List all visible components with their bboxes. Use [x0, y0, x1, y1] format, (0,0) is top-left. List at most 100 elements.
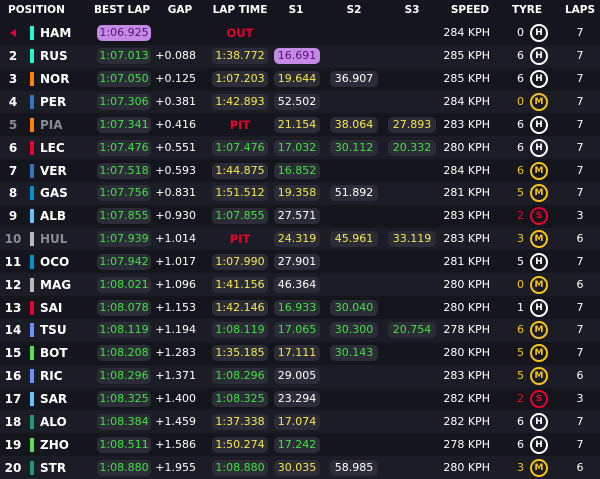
speed: 284 KPH	[443, 163, 490, 177]
s3: 27.893	[388, 116, 436, 133]
driver-code: ALB	[40, 209, 67, 224]
tyre-age: 5	[517, 369, 524, 383]
best-lap: 1:07.013	[97, 48, 151, 65]
best-lap: 1:08.021	[97, 276, 151, 293]
tyre-age: 0	[517, 26, 524, 40]
speed: 283 KPH	[443, 369, 490, 383]
speed: 285 KPH	[443, 49, 490, 63]
gap: +1.014	[155, 232, 196, 246]
s2: 58.985	[330, 459, 378, 476]
position: 17	[4, 392, 22, 407]
team-color	[30, 49, 34, 64]
speed: 278 KPH	[443, 323, 490, 337]
s2: 38.064	[330, 116, 378, 133]
laps: 7	[576, 414, 584, 428]
best-lap: 1:07.855	[97, 208, 151, 225]
gap: +1.400	[155, 392, 196, 406]
driver-row: 18 ALO 1:08.384 +1.459 1:37.338 17.074 282 KPH…	[0, 410, 600, 434]
best-lap: 1:08.511	[97, 436, 151, 453]
driver-code: LEC	[40, 140, 65, 155]
s1: 27.901	[274, 253, 320, 270]
gap: +1.017	[155, 254, 196, 268]
position: 14	[4, 323, 22, 338]
laps: 7	[576, 437, 584, 451]
driver-row: 13 SAI 1:08.078 +1.153 1:42.146 16.933 30.040 2…	[0, 296, 600, 320]
team-color	[30, 209, 34, 224]
driver-row: 19 ZHO 1:08.511 +1.586 1:50.274 17.242 278 KPH…	[0, 433, 600, 457]
driver-code: ALO	[40, 414, 67, 429]
s1: 17.065	[274, 322, 320, 339]
speed: 283 KPH	[443, 117, 490, 131]
tyre-compound: H	[530, 47, 548, 66]
laps: 7	[576, 26, 584, 40]
s1: 17.032	[274, 139, 320, 156]
driver-row: 15 BOT 1:08.208 +1.283 1:35.185 17.111 30.143 2…	[0, 341, 600, 365]
lap-time: 1:08.325	[212, 391, 268, 408]
team-color	[30, 460, 34, 475]
best-lap: 1:07.518	[97, 162, 151, 179]
driver-row: 3 NOR 1:07.050 +0.125 1:07.203 19.644 36.907 28…	[0, 67, 600, 91]
tyre-compound: M	[530, 321, 548, 340]
team-color	[30, 369, 34, 384]
position: 16	[4, 369, 22, 384]
driver-code: HUL	[40, 232, 68, 247]
s1: 17.074	[274, 413, 320, 430]
laps: 7	[576, 163, 584, 177]
position: 19	[4, 437, 22, 452]
best-lap: 1:07.942	[97, 253, 151, 270]
laps: 7	[576, 140, 584, 154]
team-color	[30, 117, 34, 132]
team-color	[30, 72, 34, 87]
gap: +1.371	[155, 369, 196, 383]
tyre-age: 5	[517, 254, 524, 268]
gap: +1.586	[155, 437, 196, 451]
driver-code: RUS	[40, 49, 68, 64]
lap-time: 1:07.990	[212, 253, 268, 270]
position: 20	[4, 460, 22, 475]
lap-time: 1:08.119	[212, 322, 268, 339]
speed: 278 KPH	[443, 437, 490, 451]
s3: 33.119	[388, 231, 436, 248]
team-color	[30, 232, 34, 247]
position: 5	[8, 117, 18, 132]
team-color	[30, 254, 34, 269]
column-header: S2	[346, 4, 362, 16]
lap-time: 1:42.146	[212, 299, 268, 316]
lap-time: 1:38.772	[212, 48, 268, 65]
s2: 30.300	[330, 322, 378, 339]
tyre-age: 0	[517, 277, 524, 291]
team-color	[30, 437, 34, 452]
tyre-compound: H	[530, 412, 548, 431]
tyre-compound: H	[530, 70, 548, 89]
team-color	[30, 186, 34, 201]
tyre-compound: S	[530, 207, 548, 226]
speed: 283 KPH	[443, 232, 490, 246]
best-lap: 1:08.208	[97, 345, 151, 362]
column-header: GAP	[167, 4, 193, 16]
s2: 51.892	[330, 185, 378, 202]
speed: 280 KPH	[443, 300, 490, 314]
driver-code: OCO	[40, 254, 70, 269]
tyre-compound: S	[530, 390, 548, 409]
s1: 16.852	[274, 162, 320, 179]
lap-time-status: OUT	[226, 26, 254, 41]
column-header: S1	[288, 4, 304, 16]
team-color	[30, 414, 34, 429]
team-color	[30, 163, 34, 178]
tyre-compound: H	[530, 298, 548, 317]
column-header: LAPS	[564, 4, 596, 16]
driver-code: ZHO	[40, 437, 69, 452]
lap-time: 1:07.855	[212, 208, 268, 225]
best-lap: 1:08.078	[97, 299, 151, 316]
lap-time: 1:07.203	[212, 71, 268, 88]
tyre-compound: H	[530, 24, 548, 43]
s2: 30.040	[330, 299, 378, 316]
best-lap: 1:07.756	[97, 185, 151, 202]
lap-time: 1:07.476	[212, 139, 268, 156]
tyre-age: 6	[517, 163, 524, 177]
gap: +0.930	[155, 209, 196, 223]
column-header: TYRE	[511, 4, 543, 16]
best-lap: 1:08.325	[97, 391, 151, 408]
laps: 7	[576, 300, 584, 314]
